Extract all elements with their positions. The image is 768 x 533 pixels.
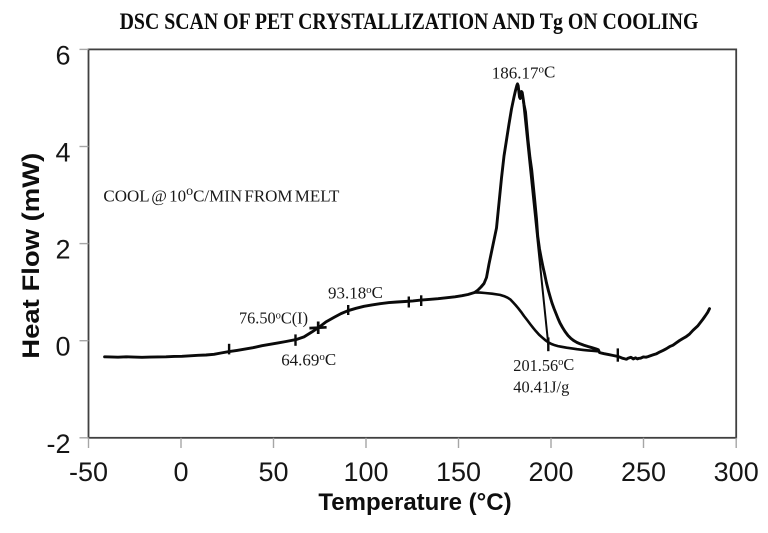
- svg-text:4: 4: [55, 138, 70, 168]
- svg-text:186.17oC: 186.17oC: [492, 62, 556, 82]
- svg-text:201.56oC: 201.56oC: [513, 355, 574, 375]
- svg-text:40.41J/g: 40.41J/g: [513, 377, 569, 396]
- svg-text:300: 300: [714, 457, 759, 487]
- svg-text:-2: -2: [46, 429, 70, 459]
- svg-text:64.69oC: 64.69oC: [281, 350, 336, 370]
- svg-text:0: 0: [173, 457, 188, 487]
- svg-text:COOL @ 10oC/MIN FROM MELT: COOL @ 10oC/MIN FROM MELT: [103, 184, 340, 206]
- svg-text:100: 100: [343, 457, 388, 487]
- svg-text:0: 0: [55, 332, 70, 362]
- svg-text:200: 200: [528, 457, 573, 487]
- svg-text:Temperature (°C): Temperature (°C): [318, 489, 511, 516]
- svg-text:76.50oC(I): 76.50oC(I): [239, 308, 308, 327]
- svg-text:DSC SCAN OF PET CRYSTALLIZATIO: DSC SCAN OF PET CRYSTALLIZATION AND Tg O…: [120, 9, 699, 35]
- svg-text:-50: -50: [69, 457, 108, 487]
- svg-text:2: 2: [55, 235, 70, 265]
- svg-text:150: 150: [436, 457, 481, 487]
- svg-text:250: 250: [621, 457, 666, 487]
- svg-text:93.18oC: 93.18oC: [328, 283, 383, 303]
- svg-text:50: 50: [258, 457, 288, 487]
- svg-text:6: 6: [55, 40, 70, 70]
- svg-text:Heat Flow (mW): Heat Flow (mW): [18, 153, 45, 359]
